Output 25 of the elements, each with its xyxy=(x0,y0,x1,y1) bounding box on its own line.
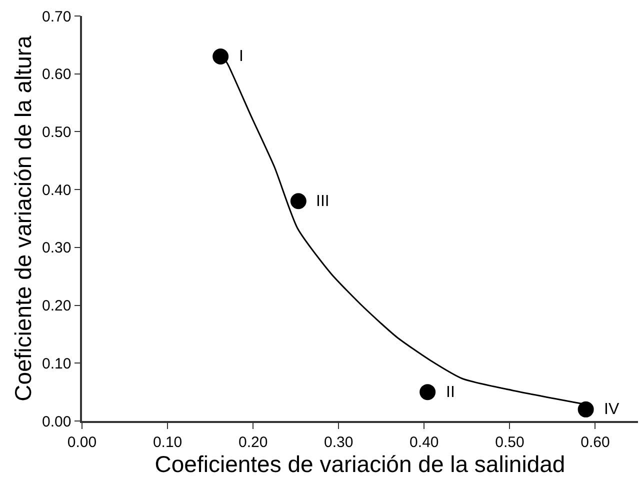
x-tick-label: 0.50 xyxy=(495,434,524,451)
x-tick-label: 0.40 xyxy=(410,434,439,451)
point xyxy=(212,48,229,64)
y-tick-label: 0.20 xyxy=(42,298,72,315)
annotation: IV xyxy=(604,401,620,418)
y-tick-label: 0.60 xyxy=(42,66,72,84)
annotation: III xyxy=(316,193,330,210)
y-axis-title: Coeficiente de variación de la altura xyxy=(10,35,36,402)
y-tick-label: 0.40 xyxy=(42,182,72,199)
x-tick-label: 0.30 xyxy=(324,434,354,451)
x-tick-label: 0.20 xyxy=(238,434,268,451)
y-tick-label: 0.70 xyxy=(42,8,72,26)
annotation: I xyxy=(239,48,244,65)
y-tick-label: 0.10 xyxy=(42,355,72,372)
annotation: II xyxy=(446,384,455,401)
y-tick-label: 0.00 xyxy=(42,413,72,430)
point xyxy=(578,401,594,418)
point xyxy=(290,193,306,210)
x-axis-title: Coeficientes de variación de la salinidad xyxy=(154,450,566,477)
y-tick-label: 0.30 xyxy=(42,240,72,257)
x-tick-label: 0.00 xyxy=(67,434,97,451)
point xyxy=(420,384,436,400)
y-tick-label: 0.50 xyxy=(42,124,72,141)
x-tick-label: 0.10 xyxy=(152,434,182,451)
x-tick-label: 0.60 xyxy=(580,434,610,451)
